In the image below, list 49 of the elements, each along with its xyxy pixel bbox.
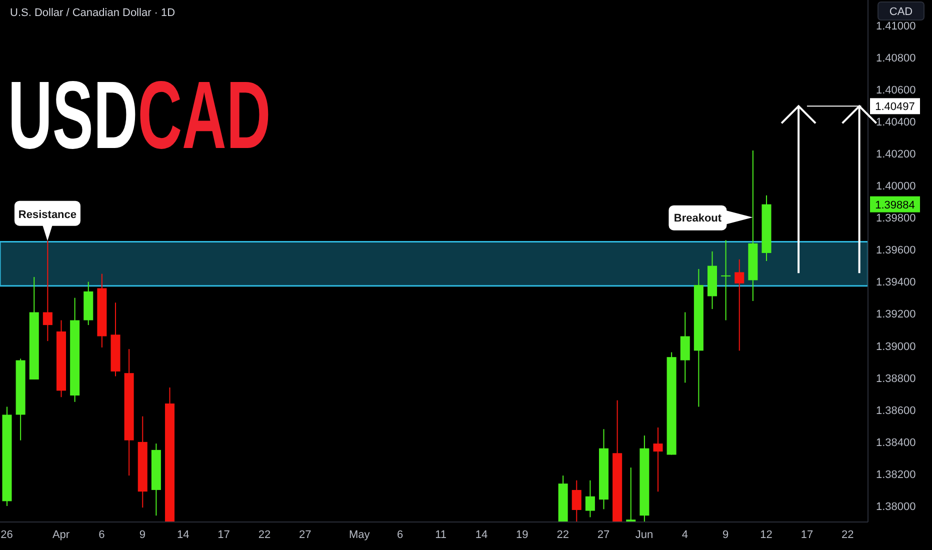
x-tick-label: May [349,528,370,541]
x-tick-label: Jun [635,528,654,541]
y-tick-label: 1.41000 [876,20,916,33]
annotation: Breakout [674,212,722,224]
annotation: Resistance [18,208,77,221]
y-tick-label: 1.40600 [876,84,916,97]
y-tick-label: 1.39600 [876,244,916,257]
x-tick-label: 27 [299,528,312,541]
x-tick-label: Apr [52,528,70,541]
candlestick [572,480,582,522]
x-tick-label: 27 [597,528,610,541]
y-tick-label: 1.39000 [876,340,916,353]
x-tick-label: 17 [218,528,230,541]
y-tick-label: 1.39200 [876,308,916,321]
candlestick [585,480,595,518]
x-tick-label: 22 [556,528,569,541]
x-tick-label: 14 [475,528,488,541]
x-tick-label: 14 [176,528,190,541]
text: U.S. Dollar / Canadian Dollar · 1D [10,7,176,19]
x-tick-label: 17 [800,528,814,541]
y-tick-label: 1.38000 [876,500,916,513]
x-tick-label: 26 [0,528,13,541]
y-tick-label: 1.39400 [876,276,916,289]
candlestick [734,258,744,352]
text: 1.39884 [875,199,915,212]
x-tick-label: 22 [258,528,271,541]
x-tick-label: 6 [397,528,404,541]
y-tick-label: 1.38600 [876,404,916,417]
ref-line-label: 1.40497 [875,101,915,114]
y-tick-label: 1.39800 [876,212,916,225]
text: USDCAD [8,62,271,170]
y-tick-label: 1.40000 [876,180,916,193]
x-tick-label: 11 [435,528,446,541]
x-tick-label: 19 [516,528,528,541]
y-tick-label: 1.38200 [876,468,916,481]
x-tick-label: 6 [98,528,105,541]
candlestick [721,240,731,321]
y-tick-label: 1.38800 [876,372,916,385]
x-tick-label: 4 [682,528,688,541]
candlestick [653,427,663,492]
y-axis-title: CAD [889,6,913,18]
y-tick-label: 1.38400 [876,436,916,449]
y-tick-label: 1.40200 [876,148,916,161]
x-tick-label: 9 [722,528,729,541]
y-tick-label: 1.40400 [876,116,916,129]
y-tick-label: 1.40800 [876,52,916,65]
x-tick-label: 9 [139,528,146,541]
x-tick-label: 22 [842,528,854,541]
x-tick-label: 12 [760,528,772,541]
